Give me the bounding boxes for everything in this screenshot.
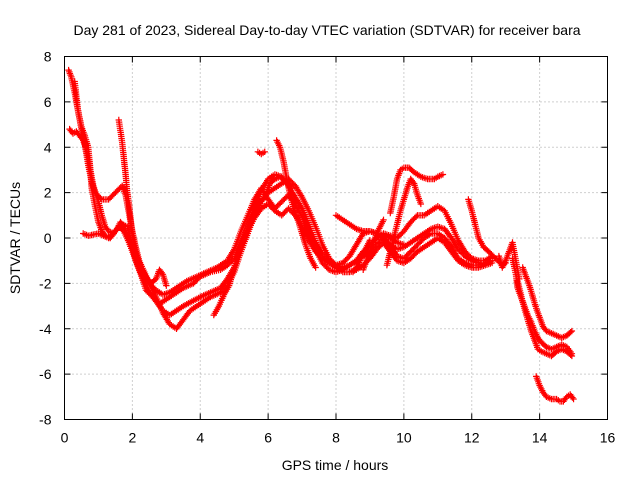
y-tick-label: 6 xyxy=(44,94,52,110)
y-tick-label: 2 xyxy=(44,185,52,201)
x-tick-label: 6 xyxy=(264,430,272,446)
point-markers xyxy=(210,173,296,319)
point-markers xyxy=(387,164,447,217)
x-tick-label: 4 xyxy=(196,430,204,446)
y-axis-label: SDTVAR / TECUs xyxy=(7,182,23,294)
series-track-19 xyxy=(533,373,577,405)
x-tick-label: 10 xyxy=(396,430,412,446)
point-markers xyxy=(254,148,268,158)
axis-ticks: 0 2 4 6 8 10 12 14 16 -8 -6 -4 -2 0 2 4 6 8 xyxy=(39,49,615,446)
point-markers xyxy=(533,373,577,405)
series-track-17 xyxy=(519,264,576,341)
y-tick-label: -4 xyxy=(39,321,52,337)
point-markers xyxy=(360,216,387,273)
y-tick-label: -2 xyxy=(39,275,52,291)
series-track-2 xyxy=(71,78,496,307)
x-tick-label: 8 xyxy=(332,430,340,446)
x-tick-label: 12 xyxy=(464,430,480,446)
series-track-4 xyxy=(80,200,496,319)
point-markers xyxy=(519,264,576,341)
point-markers xyxy=(383,175,425,269)
x-tick-label: 0 xyxy=(61,430,69,446)
series-track-5 xyxy=(115,116,170,289)
series-track-11 xyxy=(383,175,425,269)
series-track-12 xyxy=(360,216,387,273)
x-tick-label: 14 xyxy=(532,430,548,446)
series-track-9 xyxy=(332,212,408,249)
y-tick-label: -8 xyxy=(39,412,52,428)
point-markers xyxy=(115,116,170,289)
chart-title: Day 281 of 2023, Sidereal Day-to-day VTE… xyxy=(73,22,580,38)
y-tick-label: 4 xyxy=(44,139,52,155)
point-markers xyxy=(80,200,496,319)
point-markers xyxy=(71,78,496,307)
x-tick-label: 2 xyxy=(128,430,136,446)
x-tick-label: 16 xyxy=(600,430,616,446)
y-tick-label: 8 xyxy=(44,49,52,65)
grid xyxy=(64,56,608,420)
point-markers xyxy=(514,277,576,360)
series-track-18 xyxy=(514,277,576,360)
point-markers xyxy=(65,66,496,332)
series-track-13 xyxy=(349,237,374,276)
y-tick-label: 0 xyxy=(44,230,52,246)
point-markers xyxy=(349,237,374,276)
series-track-10 xyxy=(387,164,447,217)
series-track-1 xyxy=(65,66,496,332)
data-points xyxy=(65,66,577,405)
point-markers xyxy=(332,212,408,249)
series-track-6 xyxy=(254,148,268,158)
x-axis-label: GPS time / hours xyxy=(282,457,389,473)
series-track-8 xyxy=(210,173,296,319)
y-tick-label: -6 xyxy=(39,366,52,382)
